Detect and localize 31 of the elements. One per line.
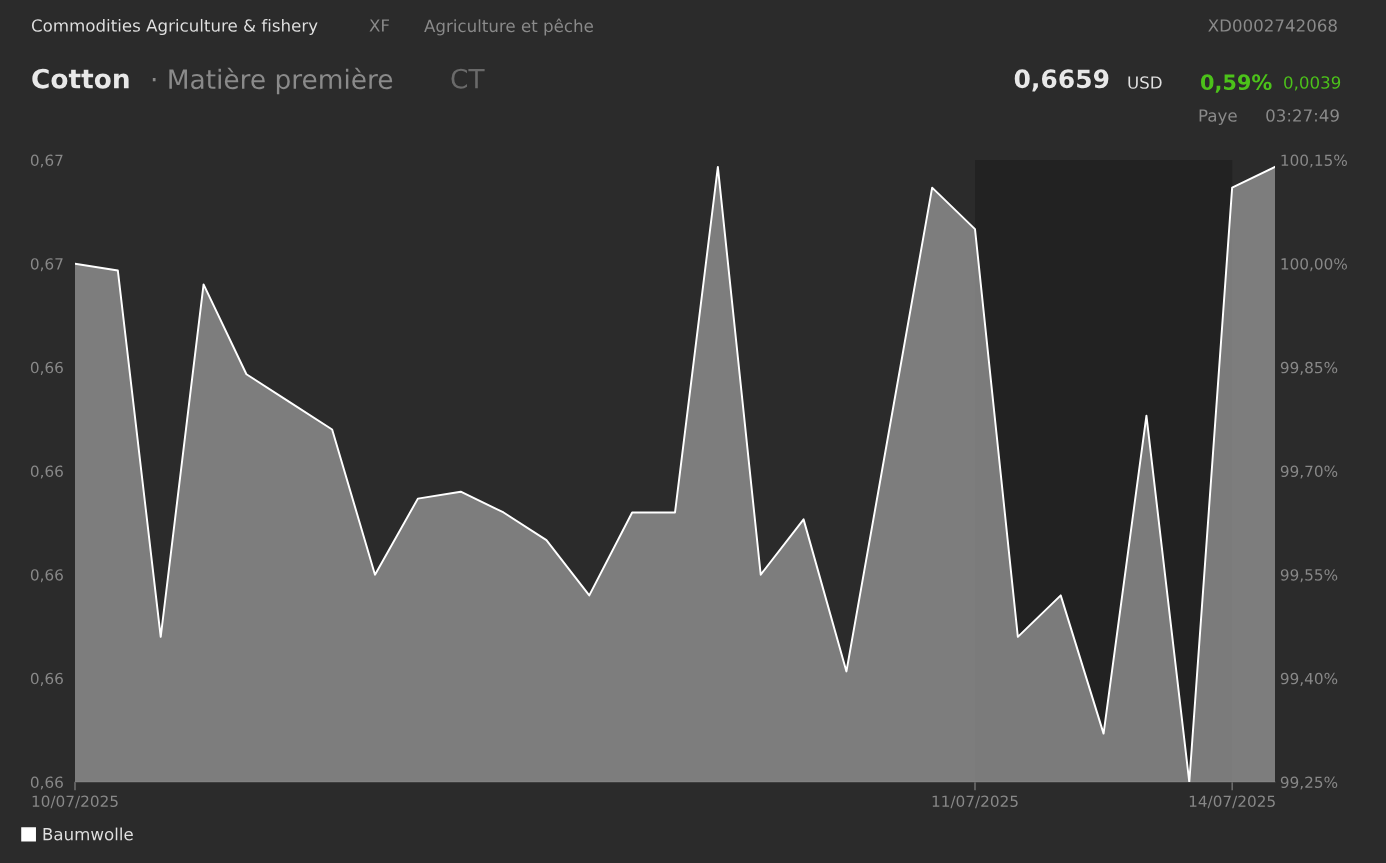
y-tick-label: 0,67: [30, 154, 63, 168]
text: · Matière première: [152, 67, 393, 95]
x-tick-label: 10/07/2025: [32, 795, 118, 809]
x-tick-label: 11/07/2025: [932, 795, 1018, 809]
legend-label: Baumwolle: [43, 827, 133, 841]
text: 0,59%: [1201, 74, 1272, 93]
text: 03:27:49: [1266, 109, 1339, 122]
y2-tick-label: 100,15%: [1281, 154, 1347, 168]
y-tick-label: 0,67: [30, 258, 63, 272]
y-tick-label: 0,66: [30, 776, 63, 790]
y-tick-label: 0,66: [30, 672, 63, 686]
text: 0,6659: [1014, 69, 1109, 92]
y2-tick-label: 99,85%: [1280, 361, 1338, 375]
text: XD0002742068: [1208, 19, 1337, 32]
x-tick-label: 14/07/2025: [1189, 795, 1275, 809]
text: XF: [369, 19, 390, 32]
y2-tick-label: 99,70%: [1280, 465, 1338, 479]
text: Agriculture et pêche: [424, 18, 593, 36]
chart-title: Cotton: [32, 68, 129, 89]
y2-tick-label: 100,00%: [1281, 258, 1347, 272]
y-tick-label: 0,66: [30, 569, 63, 583]
y2-tick-label: 99,55%: [1280, 569, 1338, 583]
text: USD: [1128, 76, 1162, 89]
y-tick-label: 0,66: [30, 361, 63, 375]
text: Paye: [1199, 109, 1237, 126]
y-tick-label: 0,66: [30, 465, 63, 479]
y2-tick-label: 99,25%: [1280, 776, 1338, 790]
text: CT: [451, 68, 485, 89]
y2-tick-label: 99,40%: [1280, 672, 1338, 686]
text: 0,0039: [1284, 76, 1341, 91]
text: Commodities Agriculture & fishery: [31, 18, 318, 36]
